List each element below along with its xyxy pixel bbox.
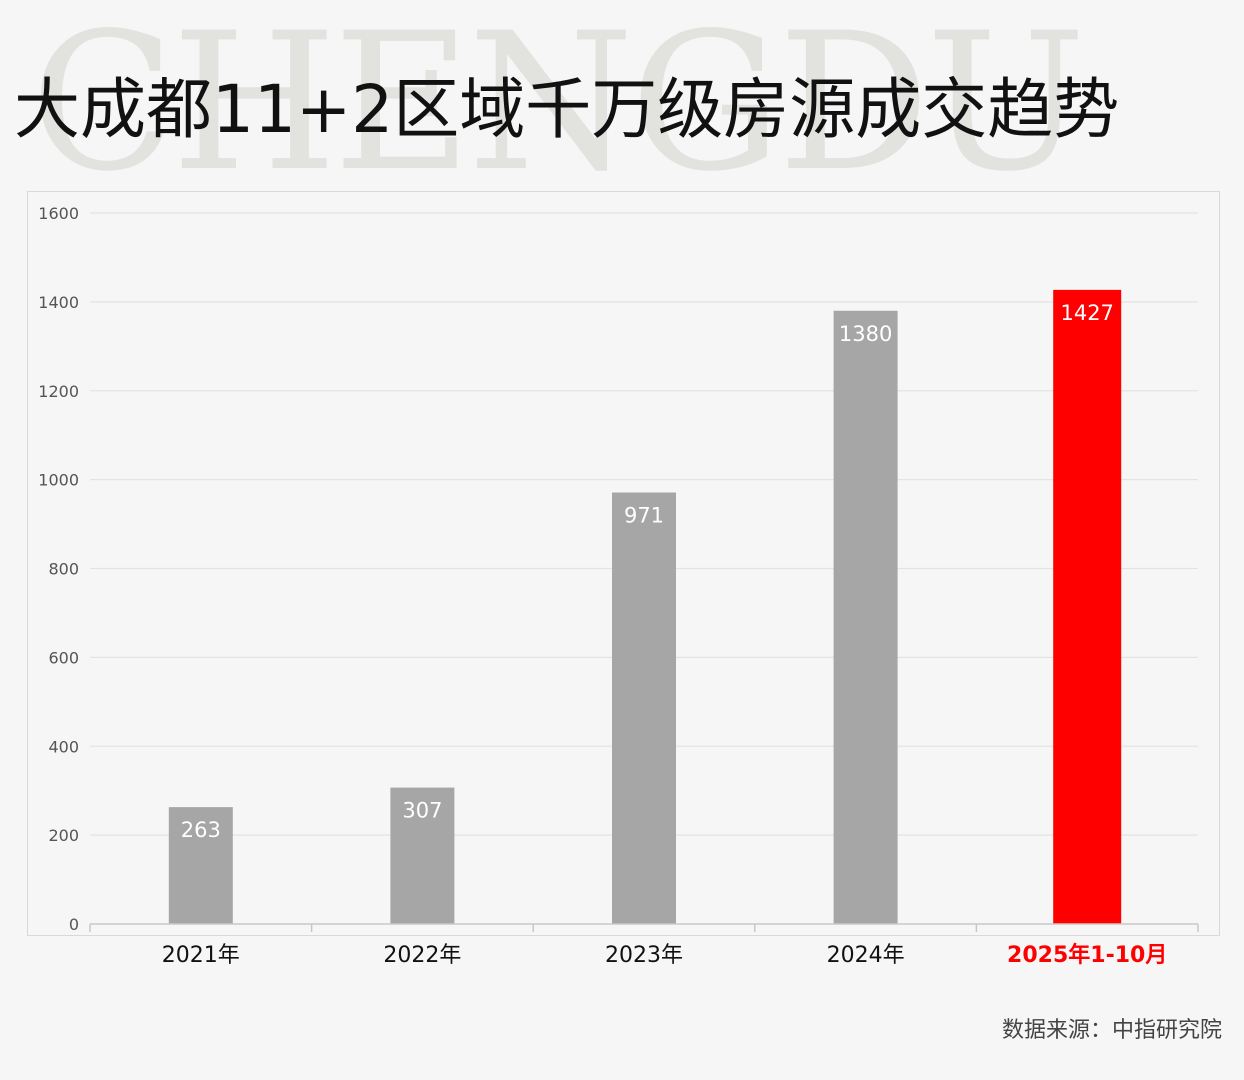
y-tick-label: 1200: [38, 382, 79, 401]
watermark-text: CHENGDU: [30, 0, 1086, 213]
x-tick-label: 2022年: [383, 943, 461, 968]
bars: [168, 289, 1122, 925]
y-tick-label: 400: [48, 737, 79, 756]
bar: [833, 310, 898, 924]
x-tick-label: 2023年: [605, 943, 683, 968]
data-label: 1380: [839, 322, 892, 346]
x-tick-label: 2021年: [162, 943, 240, 968]
y-axis-ticks: 0 200 400 600 800 1000 1200 1400 1600: [38, 204, 79, 934]
y-tick-label: 600: [48, 648, 79, 667]
chart-frame: [27, 191, 1220, 936]
y-tick-label: 1400: [38, 293, 79, 312]
y-tick-label: 200: [48, 826, 79, 845]
y-tick-label: 1000: [38, 471, 79, 490]
bar: [390, 787, 455, 924]
data-labels: 263 307 971 1380 1427: [181, 301, 1114, 842]
data-label: 263: [181, 818, 221, 842]
data-label: 307: [402, 799, 442, 823]
bar: [612, 492, 676, 924]
chart-title: 大成都11+2区域千万级房源成交趋势: [14, 71, 1120, 148]
x-axis: 2021年 2022年 2023年 2024年 2025年1-10月: [89, 923, 1199, 968]
data-label: 971: [624, 504, 664, 528]
y-tick-label: 800: [48, 560, 79, 579]
x-tick-label: 2024年: [827, 943, 905, 968]
data-source: 数据来源：中指研究院: [1001, 1018, 1222, 1043]
x-tick-label: 2025年1-10月: [1007, 942, 1167, 968]
y-tick-label: 0: [69, 915, 79, 934]
data-label: 1427: [1060, 301, 1113, 325]
y-tick-label: 1600: [38, 204, 79, 223]
bar: [168, 807, 233, 924]
bar: [1053, 289, 1122, 925]
